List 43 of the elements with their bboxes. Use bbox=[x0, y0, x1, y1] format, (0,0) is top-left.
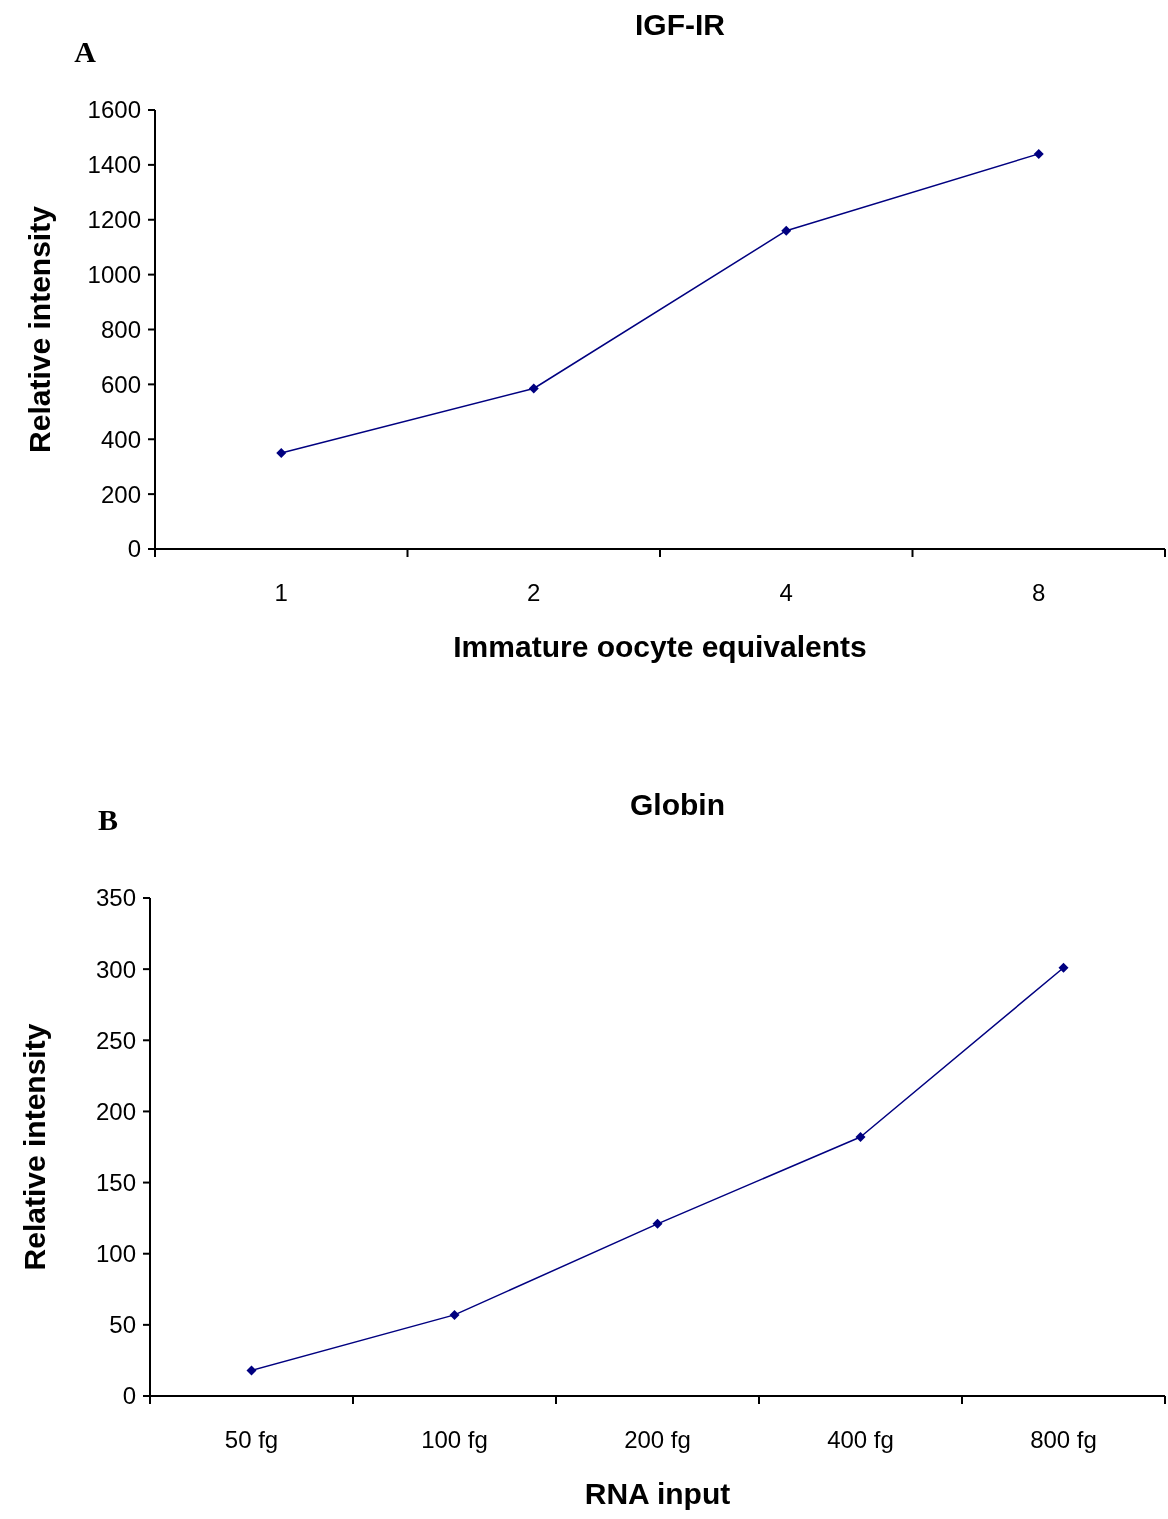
chart-title: Globin bbox=[630, 788, 725, 821]
y-tick-label: 0 bbox=[127, 535, 141, 563]
y-tick-label: 1400 bbox=[87, 151, 141, 179]
y-tick-label: 0 bbox=[122, 1382, 136, 1410]
y-tick-label: 1000 bbox=[87, 261, 141, 289]
point bbox=[449, 1309, 460, 1320]
y-tick-label: 250 bbox=[95, 1026, 136, 1054]
point bbox=[246, 1365, 257, 1376]
x-tick-label: 4 bbox=[779, 579, 793, 606]
x-tick-label: 1 bbox=[274, 579, 288, 606]
chart-title: IGF-IR bbox=[635, 8, 726, 41]
y-axis-title: Relative intensity bbox=[18, 1023, 51, 1271]
point bbox=[1058, 962, 1069, 973]
point bbox=[1033, 148, 1044, 159]
y-tick-label: 150 bbox=[95, 1168, 136, 1196]
text: A bbox=[74, 35, 97, 68]
y-tick-label: 50 bbox=[109, 1311, 136, 1339]
text: B bbox=[97, 803, 119, 836]
x-tick-label: 50 fg bbox=[224, 1426, 279, 1453]
point bbox=[276, 447, 287, 458]
x-tick-label: 100 fg bbox=[421, 1426, 488, 1453]
point bbox=[528, 383, 539, 394]
x-tick-label: 400 fg bbox=[827, 1426, 894, 1453]
x-tick-label: 2 bbox=[527, 579, 541, 606]
y-tick-label: 100 bbox=[95, 1240, 136, 1268]
x-tick-label: 200 fg bbox=[624, 1426, 691, 1453]
x-axis-title: Immature oocyte equivalents bbox=[453, 630, 867, 663]
point bbox=[652, 1218, 663, 1229]
x-tick-label: 8 bbox=[1032, 579, 1046, 606]
y-axis-title: Relative intensity bbox=[23, 205, 56, 453]
y-tick-label: 200 bbox=[95, 1097, 136, 1125]
x-tick-label: 800 fg bbox=[1030, 1426, 1097, 1453]
y-tick-label: 1600 bbox=[87, 96, 141, 124]
x-axis-title: RNA input bbox=[584, 1477, 731, 1510]
y-tick-label: 200 bbox=[100, 480, 141, 508]
y-tick-label: 300 bbox=[95, 955, 136, 983]
y-tick-label: 800 bbox=[100, 315, 141, 343]
y-tick-label: 400 bbox=[100, 425, 141, 453]
point bbox=[855, 1132, 866, 1143]
y-tick-label: 350 bbox=[95, 884, 136, 912]
y-tick-label: 600 bbox=[100, 370, 141, 398]
y-tick-label: 1200 bbox=[87, 206, 141, 234]
point bbox=[781, 225, 792, 236]
